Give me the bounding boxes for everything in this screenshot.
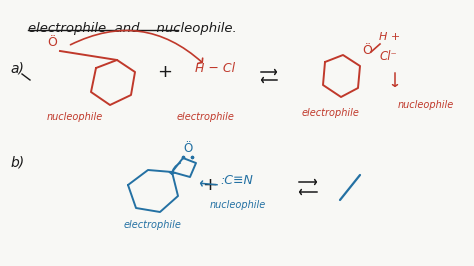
Text: Ö: Ö: [183, 143, 192, 156]
Text: Ö: Ö: [47, 35, 57, 48]
Text: Ö: Ö: [362, 44, 372, 56]
Text: :C≡N: :C≡N: [220, 174, 253, 188]
Text: electrophile: electrophile: [176, 112, 234, 122]
Text: electrophile: electrophile: [123, 220, 181, 230]
Text: nucleophile: nucleophile: [210, 200, 266, 210]
Text: electrophile  and    nucleophile.: electrophile and nucleophile.: [28, 22, 237, 35]
Text: a): a): [10, 62, 24, 76]
Text: +: +: [202, 176, 218, 194]
Text: electrophile: electrophile: [301, 108, 359, 118]
Text: H − Cl: H − Cl: [195, 61, 235, 74]
Text: nucleophile: nucleophile: [47, 112, 103, 122]
Text: nucleophile: nucleophile: [398, 100, 454, 110]
Text: b): b): [10, 155, 24, 169]
Text: H +: H +: [379, 32, 400, 42]
Text: Cl⁻: Cl⁻: [380, 49, 398, 63]
Text: +: +: [157, 63, 173, 81]
